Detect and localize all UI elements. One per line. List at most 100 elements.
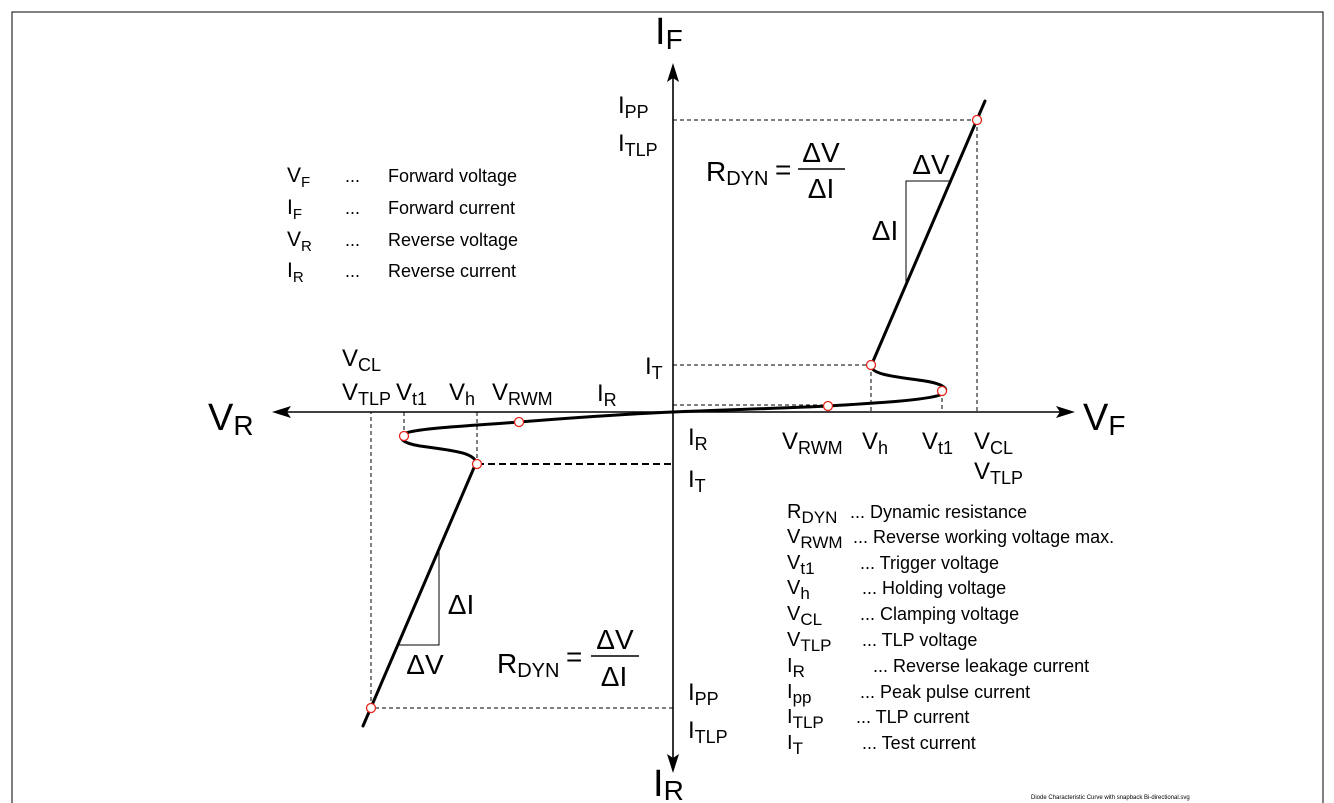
label-main: R [787,501,801,523]
label-vh-left: Vh [449,379,475,409]
label-ipp-right: IPP [688,679,719,709]
label-main: I [597,380,604,407]
label-main: V [922,428,938,455]
legend-description: ... Reverse leakage current [873,656,1089,676]
label-sub: h [465,389,475,409]
arrow-right-icon [1056,406,1075,418]
label-sub: F [293,206,302,223]
legend-symbol: IF [287,196,302,223]
label-main: I [655,11,666,53]
label-main: I [787,655,793,677]
label-sub: RWM [798,438,843,458]
label-main: I [645,353,652,380]
label-ir-right: IR [688,424,708,454]
label-sub: F [666,24,683,55]
formula-lhs: RDYN [706,156,768,190]
label-vh-right: Vh [862,428,888,458]
axis-title-reverse-voltage: VR [208,397,254,441]
diagram-frame [11,11,1324,803]
formula-numerator: ΔV [802,137,840,168]
formula-denominator: ΔI [601,661,627,692]
formula-forward: RDYN = ΔV ΔI [706,137,845,204]
marker-trigger-forward [936,385,948,397]
label-main: V [287,164,301,187]
label-main: V [974,428,990,455]
label-vt1-left: Vt1 [396,379,427,409]
legend-description: ... TLP current [856,707,969,727]
slope-triangle-forward [905,180,950,282]
label-sub: T [793,739,803,758]
label-sub: t1 [800,559,814,578]
label-sub: CL [990,438,1013,458]
marker-holding-forward [865,359,877,371]
marker-ipp-reverse [365,702,377,714]
legend-description: ... Trigger voltage [860,553,999,573]
legend-symbol: Ipp [787,681,811,707]
label-main: I [688,679,695,706]
legend-symbol: ITLP [787,706,824,732]
legend-symbol: VCL [787,603,822,629]
label-ipp-left: IPP [618,92,649,122]
label-main: V [287,228,301,251]
label-main: R [497,648,517,679]
label-sub: DYN [726,168,768,190]
label-sub: RWM [508,389,553,409]
label-sub: TLP [800,636,831,655]
label-main: V [787,603,801,625]
legend-dots: ... [345,198,360,218]
label-main: I [688,424,695,451]
legend-dots: ... [345,261,360,281]
label-sub: t1 [938,438,953,458]
label-sub: DYN [517,660,559,682]
label-itlp-left: ITLP [618,130,658,160]
arrow-down-icon [667,754,679,773]
label-main: I [618,92,625,119]
label-main: I [688,717,695,744]
label-sub: h [878,438,888,458]
delta-i-label-forward: ΔI [872,215,898,246]
label-ir-left: IR [597,380,617,410]
legend-description: ... TLP voltage [862,630,977,650]
delta-i-label-reverse: ΔI [448,589,474,620]
delta-v-label-reverse: ΔV [406,649,444,680]
label-sub: h [800,584,809,603]
label-vt1-right: Vt1 [922,428,953,458]
legend-description: Reverse current [388,261,516,281]
formula-equals: = [566,641,582,672]
formula-equals: = [775,154,791,185]
footer-filename: Diode Characteristic Curve with snapback… [1031,795,1190,801]
label-sub: TLP [695,727,728,747]
arrow-left-icon [272,406,291,418]
label-main: I [618,130,625,157]
legend-symbol: Vt1 [787,552,815,578]
label-main: V [782,428,798,455]
label-vtlp-left: VTLP [342,379,391,409]
label-it-left: IT [645,353,663,383]
label-main: V [862,428,878,455]
legend-symbol: IR [287,259,304,286]
label-sub: R [301,238,312,255]
label-main: R [706,156,726,187]
marker-vrwm-reverse [513,416,525,428]
label-sub: TLP [990,468,1023,488]
label-main: I [287,259,293,282]
formula-numerator: ΔV [596,624,634,655]
label-main: I [787,681,793,703]
label-sub: R [695,434,708,454]
legend-symbol: VRWM [787,526,843,552]
label-main: V [342,379,358,406]
label-vcl-left: VCL [342,345,381,375]
label-main: V [787,577,801,599]
label-sub: RWM [800,533,842,552]
label-sub: TLP [625,140,658,160]
label-main: I [688,466,695,493]
label-main: V [492,379,508,406]
legend-description: ... Holding voltage [862,578,1006,598]
legend-description: ... Peak pulse current [860,682,1030,702]
label-vtlp-right: VTLP [974,458,1023,488]
label-main: V [449,379,465,406]
label-sub: F [1108,410,1125,441]
label-main: V [208,397,234,439]
label-sub: CL [800,610,822,629]
